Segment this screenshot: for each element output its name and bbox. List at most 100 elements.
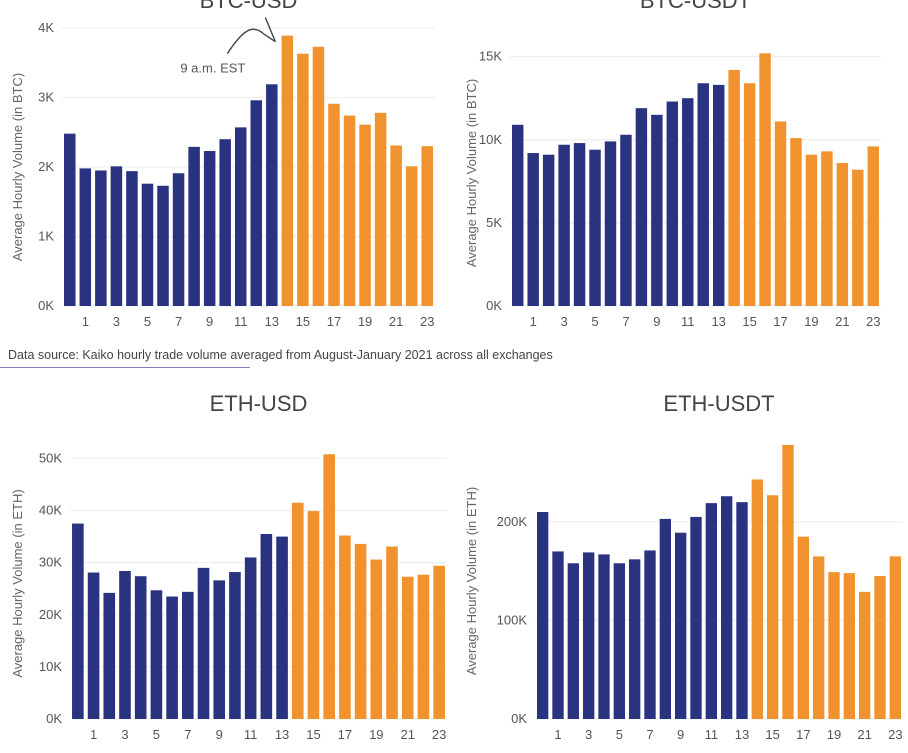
btc-usd-bar: [328, 103, 340, 306]
eth-usd-bar: [103, 592, 116, 719]
btc-usdt-title: BTC-USDT: [640, 0, 751, 13]
eth-usdt-bar: [843, 573, 856, 719]
eth-usdt-ylabel: Average Hourly Volume (in ETH): [464, 487, 479, 675]
btc-usdt-bar: [682, 98, 694, 306]
btc-usdt-ytick-label: 15K: [479, 49, 502, 64]
btc-usdt-bar: [743, 83, 756, 306]
btc-usd-xtick-label: 3: [113, 314, 120, 329]
btc-usd-bar: [343, 115, 356, 306]
btc-usdt-bar: [620, 134, 632, 306]
eth-usd-xtick-label: 11: [244, 727, 258, 742]
chart-eth-usdt: ETH-USDT 0K 100K 200K Average Hourly Volume …: [464, 391, 903, 742]
annotation-arrow-icon: [226, 28, 276, 55]
eth-usd-bar: [276, 536, 288, 719]
eth-usdt-bar: [889, 556, 902, 719]
btc-usdt-bar: [728, 69, 740, 306]
eth-usdt-bar: [582, 552, 595, 719]
eth-usd-bar: [87, 572, 100, 719]
btc-usdt-xtick-label: 23: [866, 314, 880, 329]
btc-usd-xtick-label: 19: [358, 314, 372, 329]
eth-usd-bar: [213, 580, 226, 719]
eth-usdt-bar: [674, 532, 687, 719]
eth-usd-bar: [339, 535, 351, 719]
eth-usdt-bar: [751, 479, 764, 719]
eth-usdt-bar: [828, 572, 840, 719]
eth-usd-ytick-label: 20K: [39, 607, 62, 622]
eth-usdt-bar: [720, 496, 733, 719]
annotation-pointer-icon: [264, 17, 277, 42]
btc-usd-bar: [141, 183, 154, 306]
btc-usdt-bar: [666, 101, 679, 306]
btc-usd-bar: [64, 133, 76, 306]
eth-usdt-bar: [705, 503, 718, 719]
btc-usd-ytick-label: 1K: [38, 229, 54, 244]
btc-usd-bar: [110, 166, 123, 306]
btc-usdt-bar: [573, 143, 586, 306]
btc-usdt-xtick-label: 7: [622, 314, 629, 329]
data-source-note: Data source: Kaiko hourly trade volume a…: [8, 348, 553, 362]
btc-usd-bar: [421, 146, 433, 306]
eth-usd-bar: [150, 590, 163, 719]
btc-usdt-bar: [527, 153, 539, 306]
btc-usdt-xtick-label: 5: [591, 314, 598, 329]
eth-usdt-xtick-label: 9: [677, 727, 684, 742]
btc-usd-xtick-label: 13: [265, 314, 279, 329]
btc-usdt-ytick-label: 0K: [486, 298, 502, 313]
eth-usd-ylabel: Average Hourly Volume (in ETH): [10, 489, 25, 677]
chart-eth-usd: ETH-USD 0K 10K 20K 30K 40K 50K Average Hourly V…: [10, 391, 447, 742]
btc-usdt-bar: [852, 169, 864, 306]
eth-usd-xtick-label: 13: [275, 727, 289, 742]
eth-usdt-bar: [782, 444, 794, 719]
btc-usdt-xtick-label: 1: [530, 314, 537, 329]
btc-usdt-bar: [697, 83, 709, 306]
btc-usdt-xtick-label: 17: [773, 314, 787, 329]
btc-usd-bar: [172, 173, 185, 306]
eth-usd-xtick-label: 1: [90, 727, 97, 742]
btc-usd-bar: [374, 112, 387, 306]
eth-usd-title: ETH-USD: [210, 391, 308, 416]
annotation-label: 9 a.m. EST: [180, 61, 245, 76]
eth-usd-xtick-label: 17: [338, 727, 352, 742]
btc-usd-ytick-label: 0K: [38, 298, 54, 313]
btc-usdt-bar: [635, 108, 648, 306]
eth-usdt-ytick-label: 200K: [497, 514, 528, 529]
eth-usd-xtick-label: 5: [153, 727, 160, 742]
eth-usd-ytick-label: 30K: [39, 555, 62, 570]
source-divider: [0, 367, 250, 368]
eth-usd-xtick-label: 9: [216, 727, 223, 742]
btc-usd-xtick-label: 5: [144, 314, 151, 329]
eth-usd-xtick-label: 19: [369, 727, 383, 742]
eth-usdt-ytick-label: 0K: [511, 711, 527, 726]
eth-usd-bar: [370, 559, 383, 719]
eth-usd-bar: [134, 576, 147, 719]
eth-usdt-bar: [858, 591, 871, 719]
btc-usdt-xtick-label: 13: [711, 314, 725, 329]
eth-usdt-bar: [874, 576, 886, 719]
eth-usd-bar: [197, 567, 210, 719]
btc-usd-bar: [266, 84, 278, 306]
btc-usdt-xtick-label: 11: [681, 314, 695, 329]
eth-usdt-xtick-label: 11: [705, 727, 719, 742]
btc-usdt-xtick-label: 21: [835, 314, 849, 329]
eth-usdt-xtick-label: 7: [646, 727, 653, 742]
eth-usd-bar: [354, 543, 367, 719]
eth-usdt-xtick-label: 19: [827, 727, 841, 742]
btc-usd-xtick-label: 15: [296, 314, 310, 329]
btc-usd-bar: [359, 124, 371, 306]
eth-usd-bar: [119, 570, 131, 719]
btc-usd-ytick-label: 4K: [38, 20, 54, 35]
btc-usd-xtick-label: 9: [206, 314, 213, 329]
btc-usd-xtick-label: 23: [420, 314, 434, 329]
eth-usdt-bar: [797, 536, 810, 719]
btc-usdt-bar: [589, 149, 601, 306]
eth-usd-xtick-label: 15: [306, 727, 320, 742]
eth-usd-bar: [166, 596, 178, 719]
btc-usd-xtick-label: 7: [175, 314, 182, 329]
eth-usd-bar: [72, 523, 84, 719]
btc-usd-xtick-label: 11: [234, 314, 248, 329]
btc-usdt-bar: [604, 141, 617, 306]
btc-usdt-xtick-label: 15: [742, 314, 756, 329]
eth-usd-ytick-label: 40K: [39, 503, 62, 518]
btc-usd-bar: [312, 46, 325, 306]
eth-usd-xtick-label: 7: [184, 727, 191, 742]
